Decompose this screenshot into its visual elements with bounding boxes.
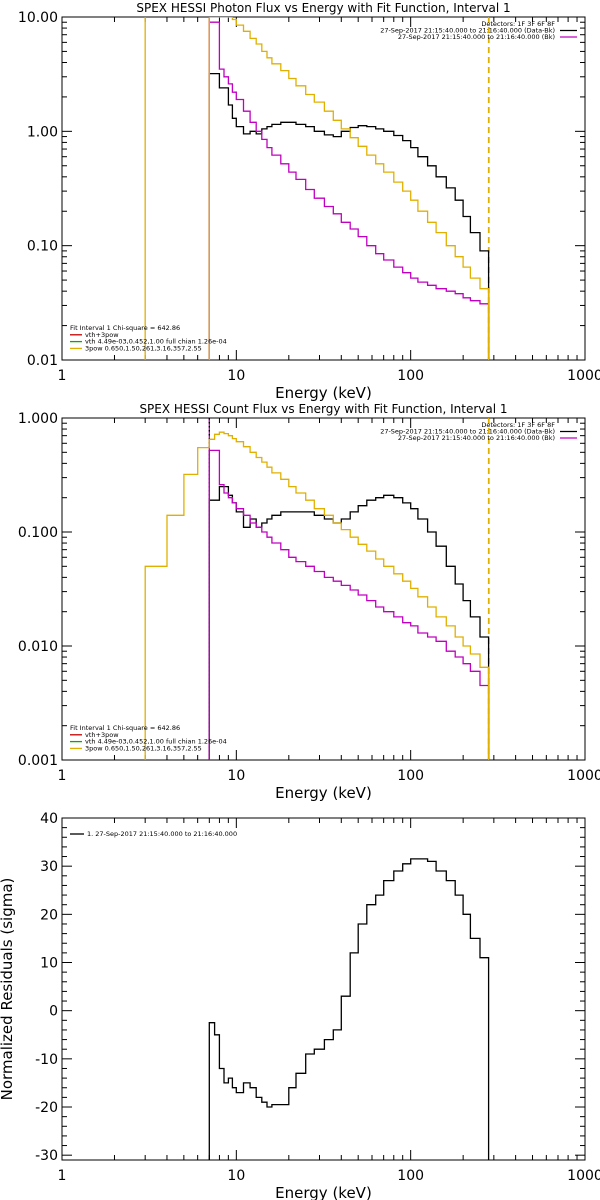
fit-text: 3pow 0.650,1.50,261,3.16,357,2.55 <box>85 744 202 752</box>
chart-panel-2: 1 10 100 1000 0.001 0.010 0.100 1.000 SPEX HESSI… <box>18 402 600 802</box>
plot-frame <box>61 16 586 361</box>
x-axis-label: Energy (keV) <box>275 1184 372 1200</box>
fit-text: vth+3pow <box>85 731 119 739</box>
fit-text: 3pow 0.650,1.50,261,3.16,357,2.55 <box>85 344 202 352</box>
x-tick-label: 1000 <box>567 1168 600 1184</box>
header-text: 27-Sep-2017 21:15:40.000 to 21:16:40.000… <box>398 434 555 442</box>
data-series-1 <box>208 72 490 360</box>
y-tick-label: -10 <box>35 1052 58 1068</box>
header-text: 27-Sep-2017 21:15:40.000 to 21:16:40.000… <box>398 33 555 41</box>
x-axis-label: Energy (keV) <box>275 784 372 802</box>
y-tick-label: 40 <box>40 811 58 827</box>
fit-text: Fit Interval 1 Chi-square = 642.86 <box>70 324 180 332</box>
x-tick-label: 100 <box>397 368 424 384</box>
x-tick-label: 100 <box>397 1168 424 1184</box>
y-tick-label: 1.000 <box>18 411 58 427</box>
data-series-2 <box>208 21 490 360</box>
fit-text: Fit Interval 1 Chi-square = 642.86 <box>70 724 180 732</box>
y-tick-label: 0.01 <box>27 353 58 369</box>
y-tick-label: -30 <box>35 1148 58 1164</box>
y-tick-label: 10 <box>40 956 58 972</box>
x-tick-label: 1000 <box>567 768 600 784</box>
y-tick-label: 0 <box>49 1004 58 1020</box>
data-series-2 <box>208 449 490 760</box>
fit-text: vth 4.49e-03,0.452,1.00 full chian 1.26e… <box>85 338 227 346</box>
x-axis-label: Energy (keV) <box>275 384 372 402</box>
x-tick-label: 10 <box>227 768 245 784</box>
fit-text: vth 4.49e-03,0.452,1.00 full chian 1.26e… <box>85 738 227 746</box>
x-tick-label: 10 <box>227 1168 245 1184</box>
y-tick-label: 1.00 <box>27 124 58 140</box>
data-series-1 <box>208 858 490 1160</box>
y-tick-label: 0.001 <box>18 753 58 769</box>
x-tick-label: 1 <box>58 768 67 784</box>
plot-frame <box>61 817 586 1161</box>
header-text: Detectors: 1F 3F 6F 8F <box>481 421 555 429</box>
y-axis-label: Normalized Residuals (sigma) <box>0 878 16 1101</box>
header-text: 27-Sep-2017 21:15:40.000 to 21:16:40.000… <box>380 428 555 436</box>
chart-panel-3: 1 10 100 1000 -30 -20 -10 0 10 20 30 40 Energy (keV)… <box>0 811 600 1200</box>
data-series-3 <box>144 431 490 760</box>
legend-text: 1. 27-Sep-2017 21:15:40.000 to 21:16:40.… <box>87 830 237 838</box>
fit-text: vth+3pow <box>85 331 119 339</box>
y-tick-label: 0.100 <box>18 525 58 541</box>
x-tick-label: 10 <box>227 368 245 384</box>
plot-frame <box>61 417 586 761</box>
y-tick-label: 10.00 <box>18 10 58 26</box>
y-tick-label: 20 <box>40 907 58 923</box>
x-tick-label: 1000 <box>567 368 600 384</box>
y-tick-label: -20 <box>35 1100 58 1116</box>
y-tick-label: 30 <box>40 859 58 875</box>
x-tick-label: 1 <box>58 1168 67 1184</box>
data-series-3 <box>208 17 490 360</box>
header-text: 27-Sep-2017 21:15:40.000 to 21:16:40.000… <box>380 27 555 35</box>
x-tick-label: 1 <box>58 368 67 384</box>
chart-title: SPEX HESSI Count Flux vs Energy with Fit… <box>139 402 507 416</box>
y-tick-label: 0.10 <box>27 239 58 255</box>
x-tick-label: 100 <box>397 768 424 784</box>
y-tick-label: 0.010 <box>18 639 58 655</box>
chart-panel-1: 1 10 100 1000 0.01 0.10 1.00 10.00 SPEX HESSI Ph… <box>18 1 600 402</box>
chart-title: SPEX HESSI Photon Flux vs Energy with Fi… <box>136 1 510 15</box>
header-text: Detectors: 1F 3F 6F 8F <box>481 20 555 28</box>
